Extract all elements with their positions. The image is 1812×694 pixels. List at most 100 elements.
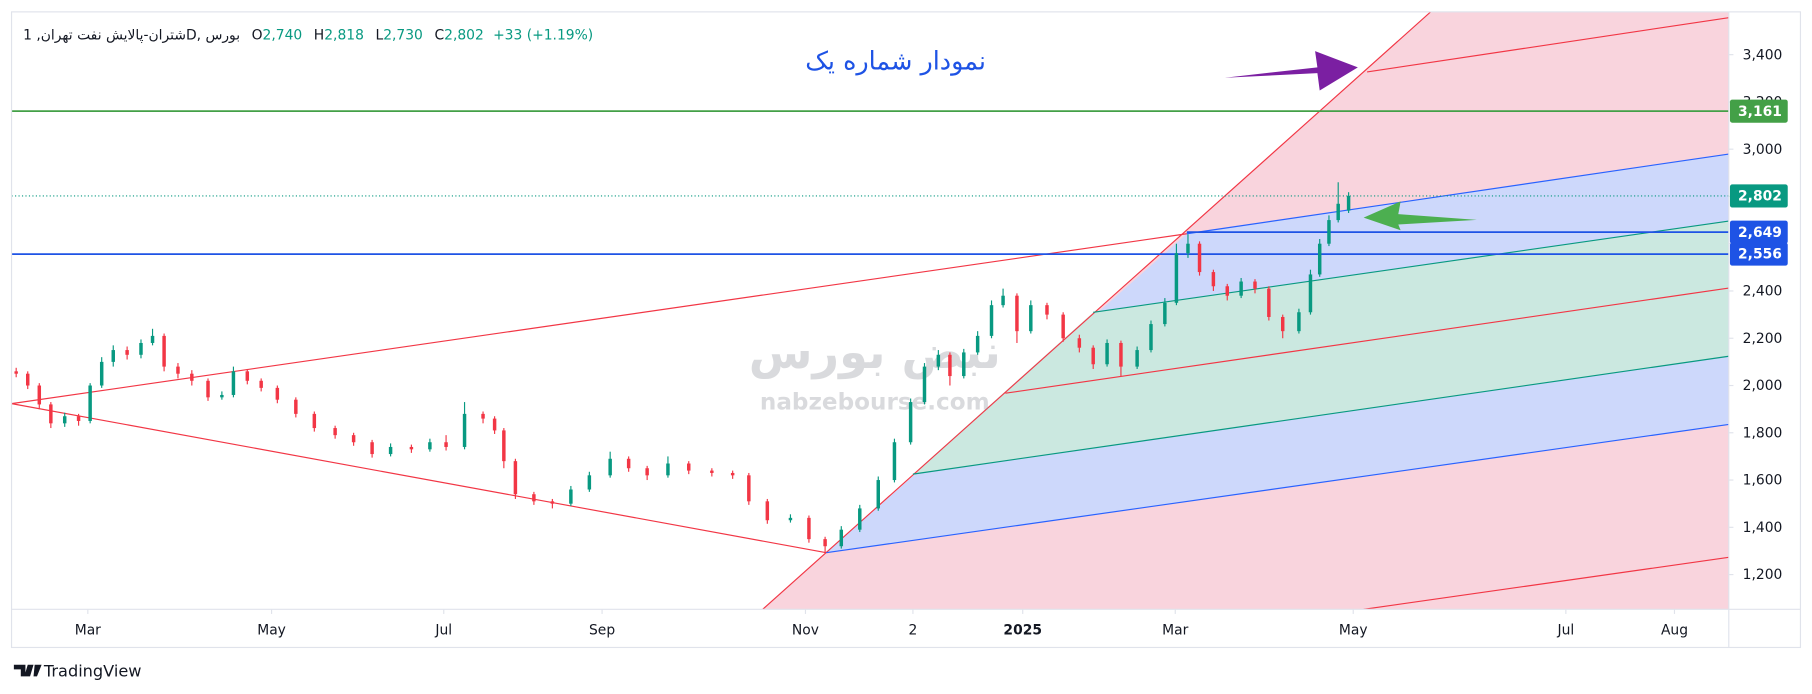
candle-body: [948, 354, 952, 377]
candle-body: [206, 380, 210, 398]
candle-body: [1186, 243, 1190, 254]
candle-body: [1336, 203, 1340, 221]
watermark: نبض بورس nabzebourse.com: [749, 325, 1001, 416]
candle-body: [351, 435, 356, 443]
candle-body: [388, 446, 393, 455]
candle-body: [730, 472, 735, 476]
candle-body: [1308, 274, 1313, 313]
price-label: 2,649: [1738, 225, 1782, 241]
price-label-bg: [1729, 220, 1788, 244]
candle-body: [1346, 195, 1351, 211]
candle-body: [245, 371, 250, 381]
candle-body: [1280, 316, 1285, 332]
candle-body: [1267, 288, 1271, 317]
candle-body: [876, 480, 880, 509]
candle-body: [532, 494, 536, 502]
price-label-bg: [1729, 184, 1788, 208]
header-symbol: شتران-پالایش نفت تهران, 1D, بورس: [23, 28, 240, 44]
candle-body: [823, 539, 827, 547]
y-tick-label: 2,400: [1743, 284, 1783, 300]
candle-body: [37, 385, 42, 405]
header: شتران-پالایش نفت تهران, 1D, بورس O2,740 H2…: [23, 28, 593, 44]
candle-body: [922, 366, 927, 403]
header-value: 2,802: [444, 28, 484, 44]
candle-body: [1061, 314, 1065, 339]
candle-body: [62, 416, 67, 424]
candle-body: [645, 468, 649, 476]
fan-line: [1363, 556, 1729, 610]
candle-body: [550, 501, 555, 504]
candle-body: [139, 342, 143, 355]
candle-body: [99, 361, 104, 386]
candle-body: [190, 373, 194, 381]
candle-body: [231, 371, 236, 395]
candle-body: [747, 475, 751, 502]
drawings: [11, 11, 1729, 610]
y-tick-label: 1,600: [1743, 473, 1783, 489]
header-change: +33 (+1.19%): [493, 28, 593, 44]
candle-body: [1225, 286, 1229, 296]
watermark-brand: نبض بورس: [749, 325, 1001, 380]
candle-body: [1317, 243, 1322, 275]
x-tick-label: Mar: [75, 623, 101, 639]
price-lines: [11, 110, 1729, 255]
candle-body: [807, 517, 811, 540]
fork-line: [1186, 153, 1729, 235]
x-tick-label: May: [1339, 623, 1368, 639]
price-label: 3,161: [1738, 104, 1782, 120]
candle-body: [176, 366, 180, 374]
candle-body: [333, 428, 337, 436]
price-label: 2,556: [1738, 247, 1782, 263]
header-value: 2,740: [263, 28, 303, 44]
candle-body: [1297, 312, 1301, 332]
x-tick-label: Aug: [1661, 623, 1688, 639]
candle-body: [14, 371, 18, 374]
candle-body: [502, 430, 506, 462]
candle-body: [908, 402, 913, 443]
candle-body: [1119, 342, 1123, 367]
header-value: 2,818: [324, 28, 364, 44]
candle-body: [513, 461, 518, 495]
price-label-bg: [1729, 99, 1788, 123]
candle-body: [1077, 338, 1082, 348]
x-tick-label: Sep: [589, 623, 615, 639]
y-tick-label: 2,000: [1743, 378, 1783, 394]
y-tick-label: 1,200: [1743, 567, 1783, 583]
header-value: 2,730: [383, 28, 423, 44]
candle-body: [259, 380, 263, 388]
candle-body: [710, 470, 714, 473]
trend-line: [11, 233, 1187, 405]
candle-body: [1163, 302, 1167, 325]
candle-body: [587, 475, 592, 490]
candle-body: [892, 442, 897, 481]
header-key: C: [434, 28, 444, 44]
frame: [10, 11, 1802, 649]
candle-body: [1091, 347, 1095, 365]
candle-body: [111, 350, 115, 362]
candle-body: [1327, 220, 1331, 244]
candle-body: [428, 442, 432, 450]
candle-body: [1045, 305, 1049, 315]
footer-brand: TradingView: [43, 661, 142, 680]
candle-body: [1174, 253, 1179, 303]
candle-body: [444, 442, 448, 447]
footer: TradingView: [13, 661, 142, 680]
candle-body: [569, 489, 573, 504]
watermark-site: nabzebourse.com: [760, 389, 990, 415]
candle-body: [294, 399, 298, 414]
price-label: 2,802: [1738, 189, 1782, 205]
candle-body: [462, 413, 467, 447]
candle-body: [481, 413, 485, 419]
fork-line: [912, 355, 1729, 475]
y-tick-label: 2,200: [1743, 331, 1783, 347]
price-label-bg: [1729, 242, 1788, 266]
candle-body: [162, 335, 166, 367]
candle-body: [1029, 305, 1033, 332]
x-tick-label: May: [257, 623, 286, 639]
candle-body: [1211, 272, 1216, 287]
candle-body: [666, 463, 670, 476]
x-tick-label: Jul: [434, 623, 452, 639]
x-tick-label: 2: [909, 623, 918, 639]
candle-body: [26, 373, 30, 386]
